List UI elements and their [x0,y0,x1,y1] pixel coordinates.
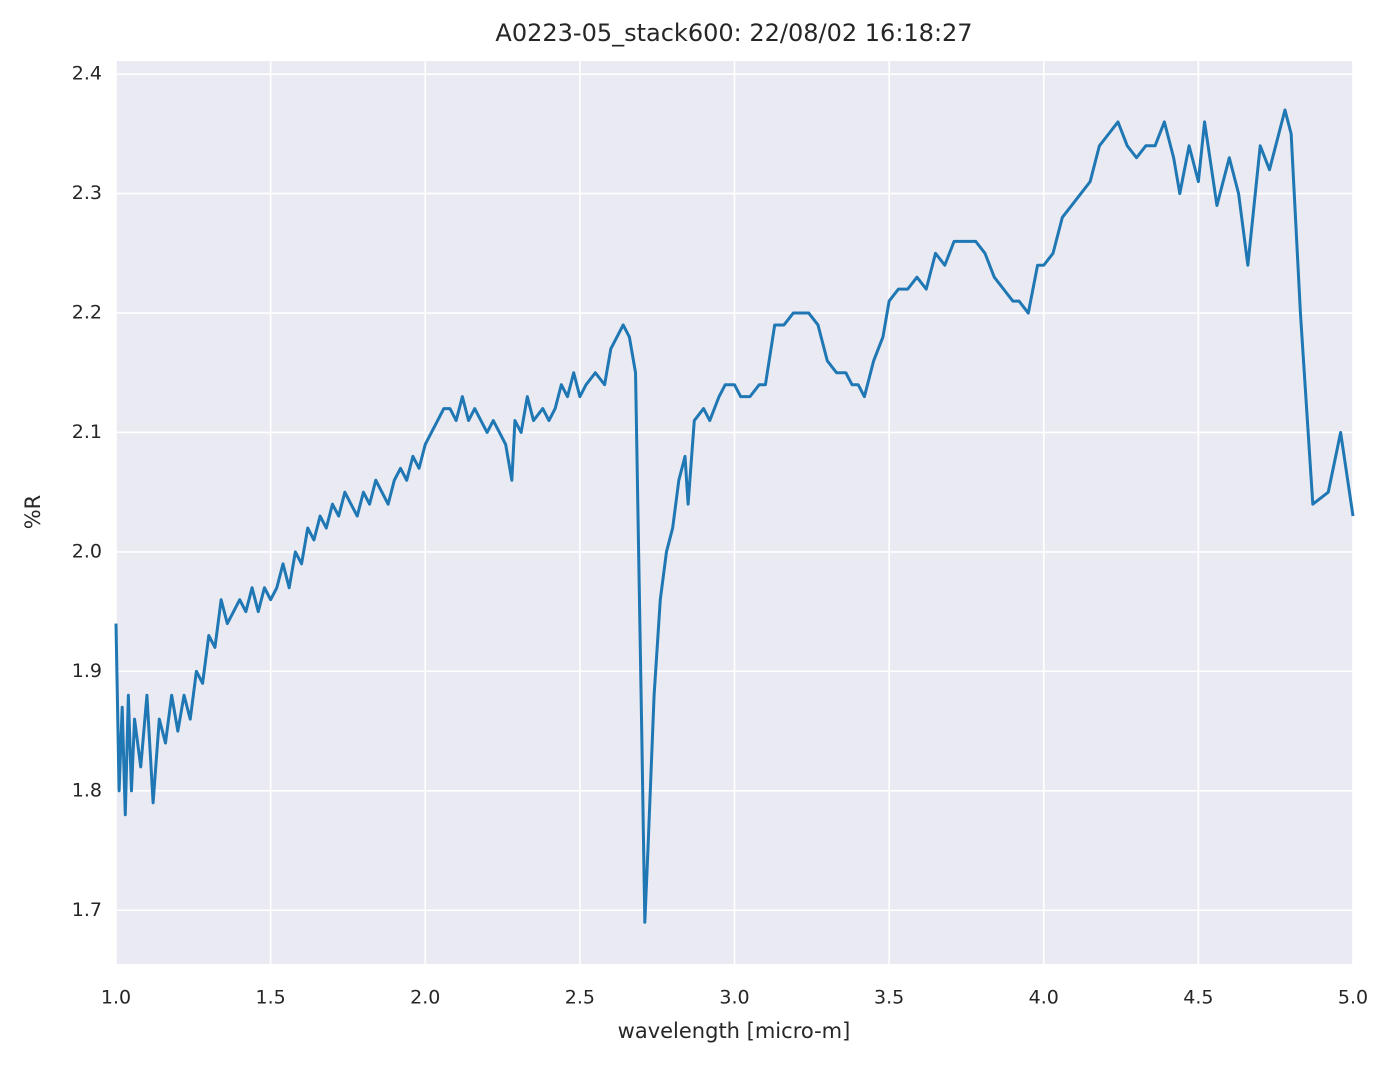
x-tick-label: 4.0 [1029,987,1059,1009]
y-tick-label: 2.4 [72,63,102,85]
y-tick-label: 1.9 [72,660,102,682]
x-tick-label: 2.0 [410,987,440,1009]
x-tick-label: 3.0 [719,987,749,1009]
x-tick-label: 3.5 [874,987,904,1009]
x-axis-label: wavelength [micro-m] [618,1019,851,1043]
x-tick-label: 1.0 [101,987,131,1009]
data-line [114,108,1355,924]
x-tick-label: 1.5 [256,987,286,1009]
x-tick-label: 2.5 [565,987,595,1009]
chart-title: A0223-05_stack600: 22/08/02 16:18:27 [495,19,972,47]
y-tick-label: 2.1 [72,421,102,443]
y-tick-label: 2.0 [72,540,102,562]
y-axis-label: %R [21,495,45,530]
y-tick-label: 1.7 [72,899,102,921]
y-tick-label: 1.8 [72,779,102,801]
y-tick-label: 2.2 [72,302,102,324]
y-tick-label: 2.3 [72,182,102,204]
x-tick-label: 4.5 [1183,987,1213,1009]
x-tick-label: 5.0 [1338,987,1368,1009]
